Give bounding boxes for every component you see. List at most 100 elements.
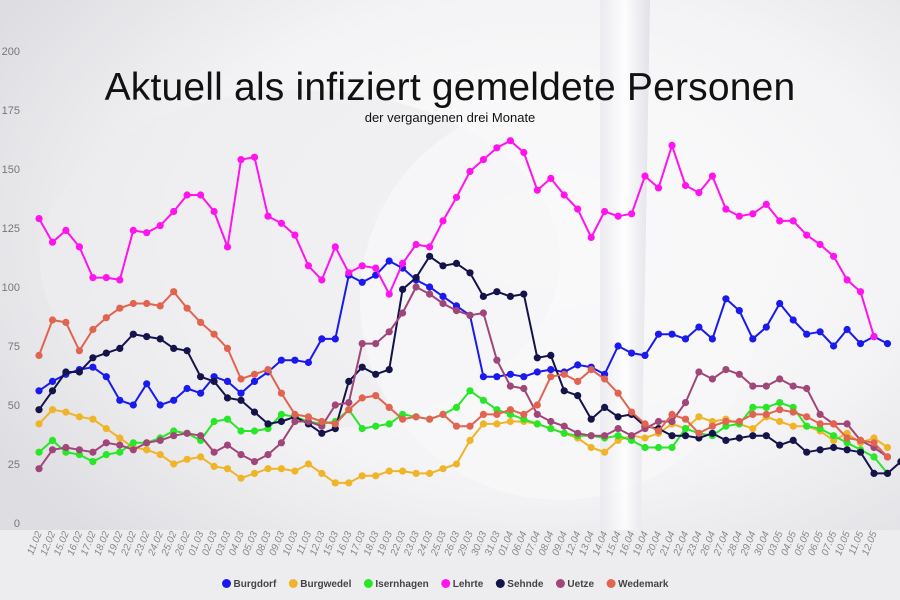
- data-point: [250, 427, 259, 435]
- data-point: [722, 436, 730, 444]
- data-point: [830, 432, 838, 440]
- data-point: [506, 137, 514, 145]
- data-point: [547, 366, 555, 374]
- data-point: [479, 410, 487, 418]
- data-point: [89, 415, 97, 423]
- data-point: [506, 417, 514, 426]
- data-point: [183, 191, 191, 199]
- data-point: [412, 274, 420, 282]
- series-sehnde: [35, 252, 900, 477]
- data-point: [533, 401, 541, 409]
- data-point: [412, 413, 420, 421]
- data-point: [116, 276, 124, 284]
- data-point: [668, 443, 676, 452]
- data-point: [331, 243, 339, 251]
- data-point: [439, 299, 447, 308]
- series-line: [38, 286, 889, 470]
- data-point: [641, 351, 649, 359]
- data-point: [35, 351, 43, 359]
- data-point: [439, 262, 447, 270]
- data-point: [35, 215, 43, 223]
- data-point: [830, 420, 838, 428]
- legend-marker: [495, 579, 505, 588]
- data-point: [277, 410, 285, 418]
- legend-marker: [222, 579, 232, 588]
- data-point: [372, 370, 380, 378]
- data-point: [250, 469, 259, 477]
- data-point: [789, 316, 797, 324]
- data-point: [749, 425, 757, 433]
- data-point: [75, 368, 83, 376]
- data-point: [264, 212, 272, 220]
- y-tick-label: 150: [2, 164, 20, 176]
- data-point: [48, 446, 57, 454]
- data-point: [856, 340, 865, 348]
- data-point: [466, 436, 474, 444]
- data-point: [856, 436, 865, 444]
- data-point: [681, 425, 690, 433]
- y-tick-label: 25: [8, 459, 20, 471]
- data-point: [547, 425, 555, 433]
- x-axis: 11.0212.0215.0216.0217.0218.0219.0222.02…: [25, 530, 879, 559]
- data-point: [372, 392, 380, 400]
- data-point: [277, 439, 285, 447]
- data-point: [331, 420, 339, 428]
- data-point: [412, 240, 420, 249]
- data-point: [506, 370, 514, 378]
- legend-item: Wedemark: [606, 579, 669, 590]
- legend-marker: [441, 579, 451, 588]
- data-point: [75, 446, 83, 454]
- data-point: [129, 226, 137, 234]
- data-point: [223, 243, 232, 251]
- data-point: [102, 274, 110, 282]
- data-point: [143, 299, 151, 308]
- data-point: [291, 356, 299, 364]
- data-point: [668, 410, 676, 418]
- data-point: [385, 328, 393, 336]
- data-point: [426, 290, 434, 298]
- data-point: [493, 410, 501, 418]
- data-point: [156, 335, 164, 343]
- data-point: [210, 207, 218, 216]
- data-point: [816, 446, 824, 454]
- data-point: [816, 420, 824, 428]
- data-point: [358, 472, 366, 480]
- data-point: [843, 420, 851, 428]
- data-point: [776, 217, 784, 225]
- data-point: [277, 417, 285, 426]
- data-point: [614, 212, 622, 220]
- series-line: [38, 290, 889, 458]
- data-point: [708, 375, 717, 383]
- data-point: [48, 387, 57, 395]
- data-point: [48, 436, 57, 444]
- data-point: [856, 288, 865, 296]
- data-point: [587, 366, 595, 374]
- data-point: [789, 382, 797, 390]
- data-point: [708, 429, 717, 437]
- data-point: [452, 307, 461, 315]
- data-point: [856, 448, 865, 456]
- data-point: [89, 274, 97, 282]
- data-point: [358, 262, 366, 270]
- data-point: [574, 377, 582, 385]
- data-point: [385, 290, 393, 298]
- data-point: [345, 406, 353, 414]
- data-point: [668, 432, 676, 440]
- data-point: [870, 453, 878, 461]
- data-point: [250, 408, 259, 416]
- data-point: [372, 264, 380, 272]
- data-point: [587, 415, 595, 423]
- data-point: [197, 318, 205, 326]
- data-point: [385, 420, 393, 428]
- data-point: [399, 285, 407, 293]
- series-wedemark: [35, 288, 892, 461]
- data-point: [547, 417, 555, 426]
- data-point: [560, 422, 568, 430]
- data-point: [762, 382, 770, 390]
- data-point: [129, 439, 137, 447]
- data-point: [102, 373, 110, 381]
- data-point: [883, 469, 892, 477]
- legend-item: Uetze: [555, 579, 595, 590]
- data-point: [102, 425, 110, 433]
